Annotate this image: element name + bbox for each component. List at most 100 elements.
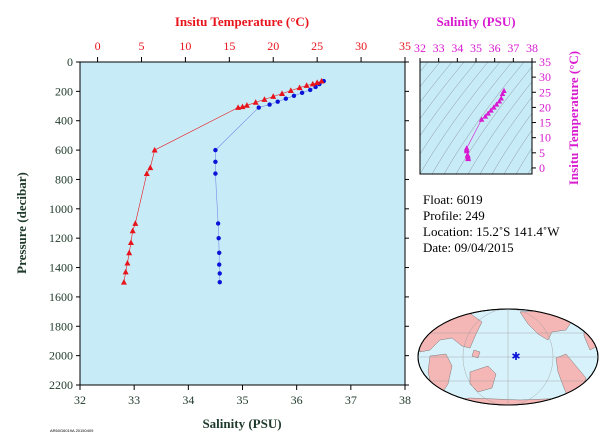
temperature-point bbox=[126, 249, 133, 256]
inset-temperature-tick-label: 30 bbox=[539, 70, 551, 84]
salinity-tick-label: 35 bbox=[237, 393, 249, 407]
temperature-point bbox=[129, 227, 136, 234]
inset-point bbox=[485, 110, 491, 116]
temperature-point bbox=[314, 79, 321, 85]
salinity-point bbox=[283, 96, 289, 101]
footer-code: AR60G6019A 20150409 bbox=[50, 428, 94, 433]
salinity-tick-label: 37 bbox=[345, 393, 357, 407]
temperature-point bbox=[120, 279, 127, 285]
temperature-point bbox=[296, 84, 303, 91]
inset-temperature-tick-label: 20 bbox=[539, 100, 551, 114]
salinity-point bbox=[299, 90, 305, 96]
salinity-tick-label: 34 bbox=[182, 393, 194, 407]
temperature-point bbox=[127, 239, 134, 245]
inset-temperature-title: Insitu Temperature (°C) bbox=[566, 51, 581, 185]
pressure-tick-label: 200 bbox=[55, 84, 73, 98]
salinity-tick-label: 36 bbox=[291, 393, 303, 407]
float-id: Float: 6019 bbox=[423, 192, 483, 207]
temperature-point bbox=[151, 146, 158, 153]
pressure-tick-label: 1200 bbox=[49, 231, 73, 245]
temperature-point bbox=[303, 82, 310, 88]
temperature-point bbox=[318, 77, 325, 84]
location-map: ✱ bbox=[417, 308, 599, 406]
temperature-point bbox=[122, 268, 129, 275]
salinity-point bbox=[217, 262, 222, 267]
salinity-point bbox=[213, 147, 218, 153]
temperature-tick-label: 30 bbox=[355, 39, 367, 53]
float-info: Float: 6019 Profile: 249 Location: 15.2˚… bbox=[423, 192, 560, 255]
temperature-point bbox=[235, 104, 242, 110]
salinity-point bbox=[275, 99, 280, 104]
temperature-point bbox=[243, 102, 250, 108]
inset-isopycnals bbox=[420, 62, 532, 174]
temperature-point bbox=[279, 90, 286, 96]
pressure-tick-label: 400 bbox=[55, 114, 73, 128]
inset-plot-area bbox=[420, 62, 532, 174]
inset-point bbox=[499, 90, 506, 96]
temperature-point bbox=[143, 170, 150, 176]
inset-point bbox=[482, 113, 489, 119]
pressure-tick-label: 1000 bbox=[49, 202, 73, 216]
salinity-point bbox=[213, 159, 218, 165]
temperature-series bbox=[120, 77, 325, 285]
salinity-point bbox=[215, 221, 221, 226]
inset-temperature-tick-label: 25 bbox=[539, 85, 551, 99]
temperature-point bbox=[132, 220, 139, 226]
salinity-tick-label: 38 bbox=[399, 393, 411, 407]
profile-number: Profile: 249 bbox=[423, 208, 485, 223]
temperature-point bbox=[261, 96, 268, 102]
inset-point bbox=[493, 101, 500, 107]
salinity-point bbox=[217, 250, 222, 256]
temperature-tick-label: 20 bbox=[267, 39, 279, 53]
temperature-tick-label: 15 bbox=[223, 39, 235, 53]
temperature-tick-label: 5 bbox=[138, 39, 144, 53]
temperature-point bbox=[287, 87, 294, 94]
salinity-point bbox=[267, 102, 272, 107]
salinity-tick-label: 33 bbox=[128, 393, 140, 407]
main-axis-ticks: 0200400600800100012001400160018002000220… bbox=[49, 39, 411, 407]
temperature-point bbox=[147, 164, 154, 171]
inset-salinity-tick-label: 35 bbox=[470, 41, 482, 55]
pressure-tick-label: 0 bbox=[67, 55, 73, 69]
pressure-tick-label: 2000 bbox=[49, 349, 73, 363]
pressure-tick-label: 600 bbox=[55, 143, 73, 157]
pressure-tick-label: 2200 bbox=[49, 378, 73, 392]
temperature-tick-label: 0 bbox=[95, 39, 101, 53]
temperature-point bbox=[124, 259, 131, 266]
main-plot-area bbox=[80, 62, 405, 385]
inset-point bbox=[463, 147, 470, 154]
location: Location: 15.2˚S 141.4˚W bbox=[423, 224, 560, 239]
float-location-marker: ✱ bbox=[511, 351, 520, 363]
inset-point bbox=[488, 107, 494, 113]
temperature-point bbox=[239, 103, 246, 110]
salinity-point bbox=[217, 280, 222, 285]
temperature-point bbox=[252, 99, 259, 105]
inset-salinity-title: Salinity (PSU) bbox=[436, 14, 515, 29]
temperature-point bbox=[270, 93, 277, 99]
inset-point bbox=[465, 155, 471, 162]
inset-point bbox=[496, 98, 503, 104]
inset-salinity-tick-label: 34 bbox=[451, 41, 463, 55]
pressure-tick-label: 1800 bbox=[49, 319, 73, 333]
inset-temperature-tick-label: 0 bbox=[539, 161, 545, 175]
date: Date: 09/04/2015 bbox=[423, 240, 514, 255]
salinity-point bbox=[213, 171, 218, 176]
inset-salinity-tick-label: 37 bbox=[507, 41, 519, 55]
pressure-tick-label: 800 bbox=[55, 172, 73, 186]
map-outline bbox=[417, 308, 599, 406]
inset-salinity-tick-label: 36 bbox=[489, 41, 501, 55]
salinity-tick-label: 32 bbox=[74, 393, 86, 407]
salinity-point bbox=[291, 93, 297, 98]
salinity-axis-title: Salinity (PSU) bbox=[202, 416, 281, 431]
inset-temperature-tick-label: 35 bbox=[539, 55, 551, 69]
pressure-tick-label: 1400 bbox=[49, 261, 73, 275]
pressure-axis-title: Pressure (decibar) bbox=[14, 172, 29, 274]
inset-temperature-tick-label: 10 bbox=[539, 131, 551, 145]
salinity-point bbox=[217, 271, 222, 276]
temperature-tick-label: 35 bbox=[399, 39, 411, 53]
inset-temperature-tick-label: 15 bbox=[539, 116, 551, 130]
temperature-axis-title: Insitu Temperature (°C) bbox=[175, 14, 309, 29]
salinity-point bbox=[308, 87, 313, 93]
pressure-tick-label: 1600 bbox=[49, 290, 73, 304]
